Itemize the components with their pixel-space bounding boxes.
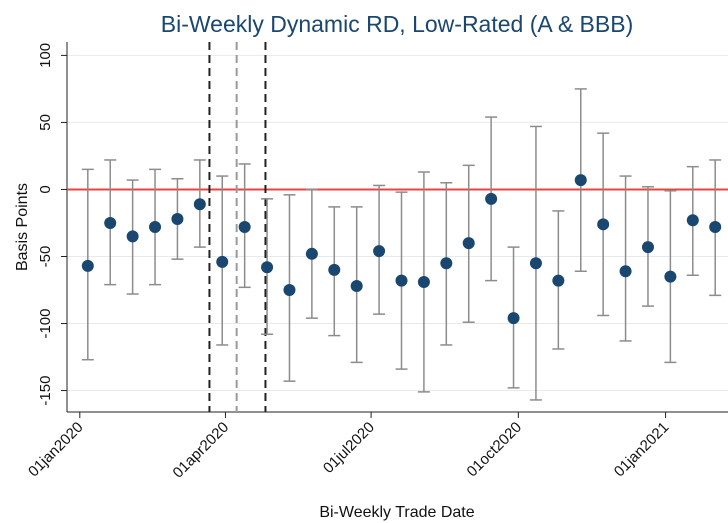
point: [81, 259, 94, 272]
point: [328, 263, 341, 276]
x-tick-label: 01apr2020: [170, 419, 233, 482]
point: [305, 247, 318, 260]
point: [664, 270, 677, 283]
point: [641, 241, 654, 254]
point: [507, 312, 520, 325]
point: [216, 255, 229, 268]
x-axis-label: Bi-Weekly Trade Date: [319, 504, 474, 521]
point: [104, 216, 117, 229]
x-tick-label: 01jan2021: [611, 419, 673, 481]
y-tick-label: -100: [37, 309, 54, 339]
x-tick-label: 01jan2020: [25, 419, 87, 481]
point: [485, 192, 498, 205]
point: [261, 261, 274, 274]
y-tick-label: 100: [37, 43, 54, 68]
y-tick-label: 50: [37, 114, 54, 131]
point: [417, 275, 430, 288]
point: [552, 274, 565, 287]
point: [350, 279, 363, 292]
point: [149, 221, 162, 233]
y-tick-label: -50: [37, 246, 54, 268]
y-axis-label: Basis Points: [14, 183, 31, 271]
point: [283, 284, 296, 297]
point: [597, 218, 610, 231]
point: [193, 198, 206, 211]
chart-title: Bi-Weekly Dynamic RD, Low-Rated (A & BBB…: [161, 11, 634, 37]
point: [686, 214, 699, 227]
point: [171, 212, 184, 225]
point: [126, 230, 139, 243]
x-tick-label: 01oct2020: [464, 419, 526, 481]
point: [238, 221, 251, 233]
point: [440, 257, 453, 270]
point: [395, 274, 408, 287]
point: [709, 221, 722, 233]
y-tick-label: 0: [37, 185, 54, 193]
point: [574, 174, 587, 187]
point: [619, 265, 632, 278]
y-tick-label: -150: [37, 376, 54, 406]
point: [462, 237, 475, 250]
x-tick-label: 01jul2020: [320, 419, 378, 477]
point: [373, 245, 386, 258]
point: [529, 257, 542, 270]
